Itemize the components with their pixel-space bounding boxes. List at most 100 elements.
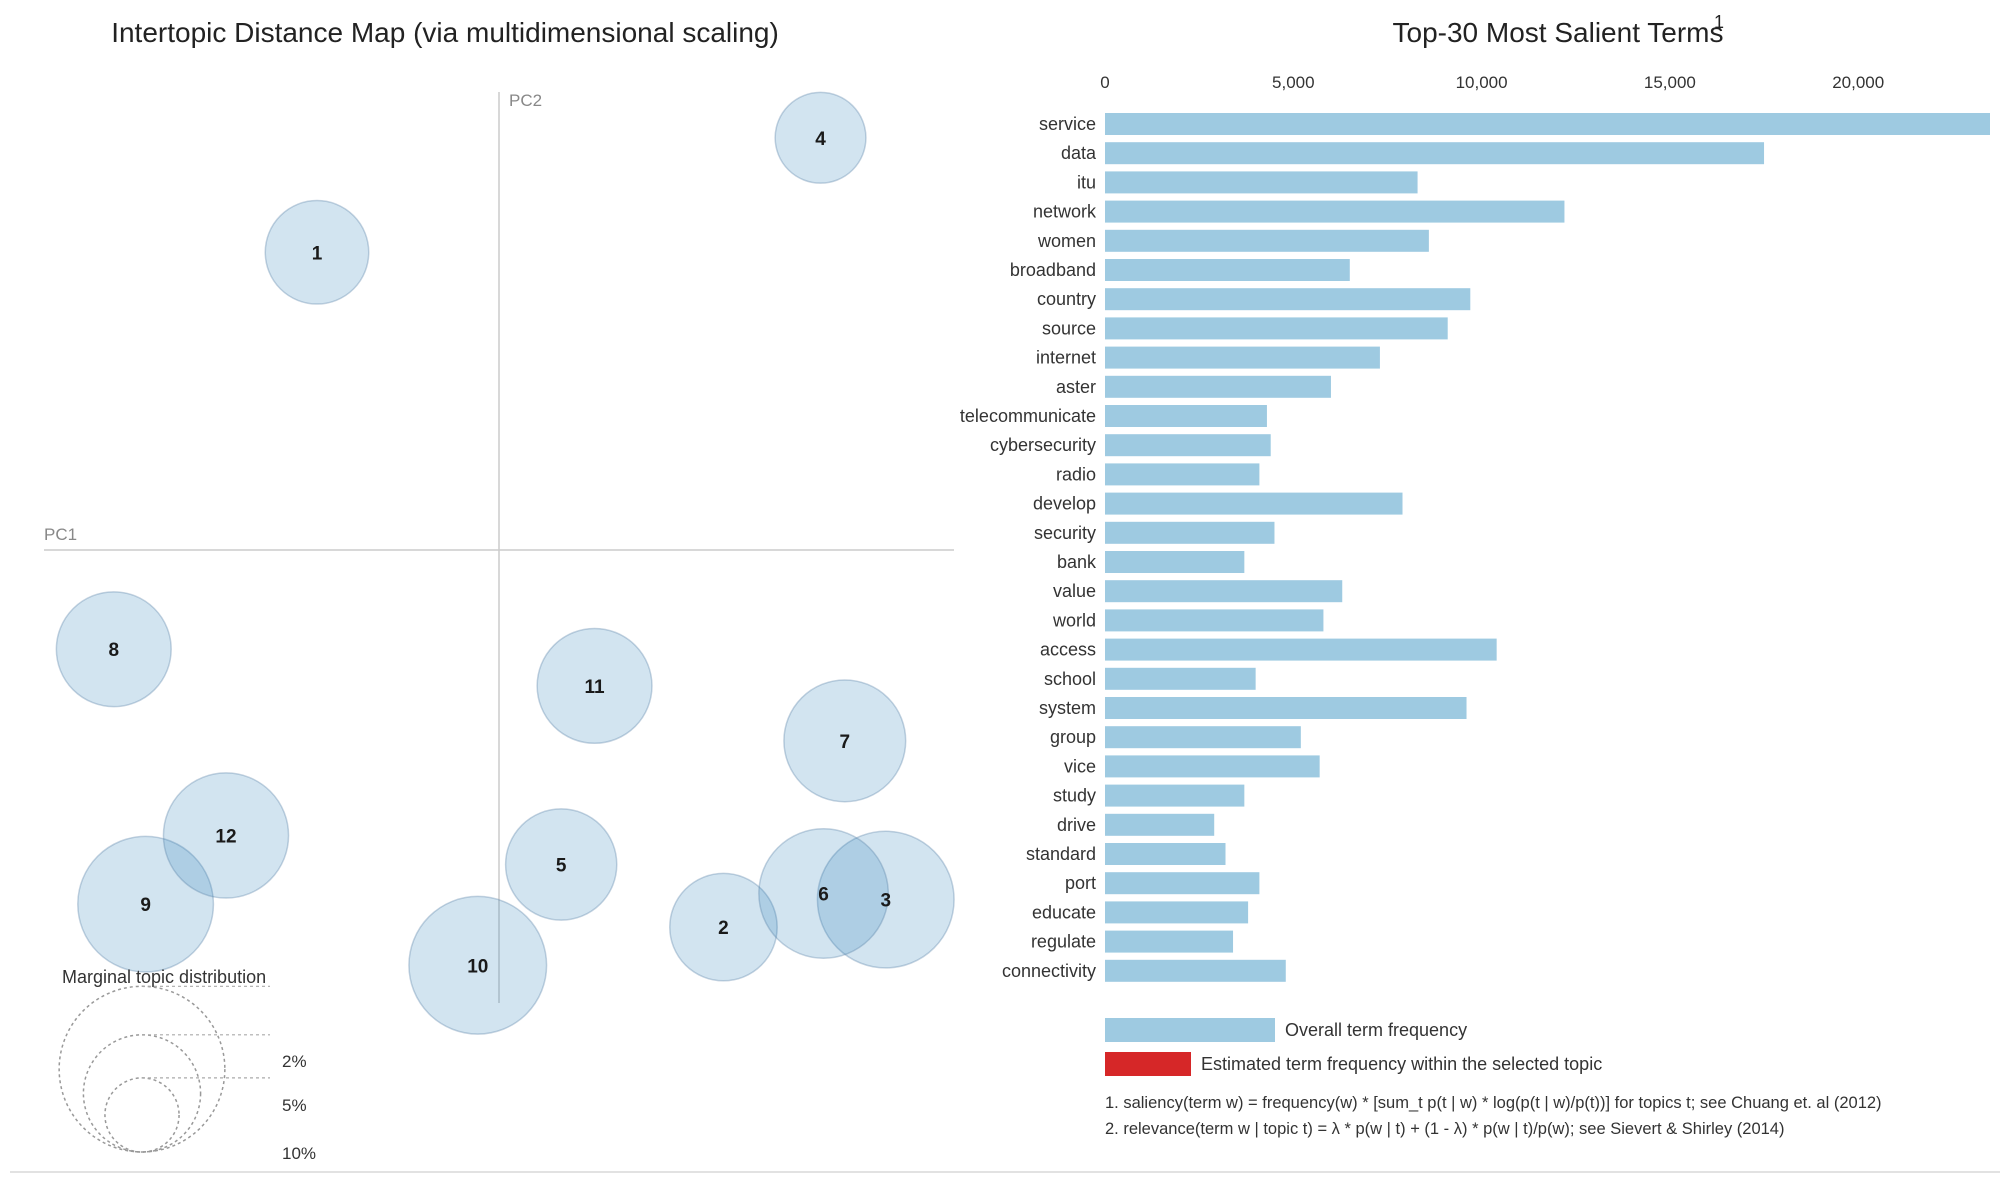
term-bar-study[interactable] — [1105, 784, 1245, 807]
term-bar-vice[interactable] — [1105, 755, 1320, 778]
topic-circle-5[interactable] — [504, 808, 618, 921]
size-legend-title: Marginal topic distribution — [62, 967, 266, 987]
term-label-women[interactable]: women — [1037, 231, 1096, 251]
term-label-standard[interactable]: standard — [1026, 844, 1096, 864]
term-bar-telecommunicate[interactable] — [1105, 405, 1267, 427]
term-label-radio[interactable]: radio — [1056, 464, 1096, 484]
term-label-data[interactable]: data — [1061, 143, 1097, 163]
term-label-system[interactable]: system — [1039, 698, 1096, 718]
size-legend-circle-1 — [104, 1077, 180, 1153]
term-bar-school[interactable] — [1105, 667, 1256, 690]
term-bar-country[interactable] — [1105, 288, 1471, 311]
term-bar-port[interactable] — [1105, 872, 1260, 895]
term-bar-itu[interactable] — [1105, 171, 1418, 194]
term-bar-standard[interactable] — [1105, 843, 1226, 865]
legend-swatch-topic — [1105, 1052, 1191, 1076]
term-bar-value[interactable] — [1105, 580, 1343, 603]
term-label-itu[interactable]: itu — [1077, 172, 1096, 192]
term-label-drive[interactable]: drive — [1057, 815, 1096, 835]
term-bar-service[interactable] — [1105, 113, 1990, 135]
footnote-saliency: 1. saliency(term w) = frequency(w) * [su… — [1105, 1094, 1882, 1112]
topic-circle-10[interactable] — [408, 895, 548, 1035]
topic-label-12: 12 — [215, 826, 236, 847]
term-bar-connectivity[interactable] — [1105, 959, 1286, 982]
term-label-aster[interactable]: aster — [1056, 377, 1096, 397]
term-bar-develop[interactable] — [1105, 492, 1403, 515]
term-bar-bank[interactable] — [1105, 551, 1245, 573]
topic-circle-9[interactable] — [77, 835, 215, 973]
term-label-value[interactable]: value — [1053, 581, 1096, 601]
topic-circle-2[interactable] — [669, 872, 778, 982]
term-label-group[interactable]: group — [1050, 727, 1096, 747]
pc1-axis-label: PC1 — [44, 525, 77, 544]
term-label-source[interactable]: source — [1042, 318, 1096, 338]
topic-circle-6[interactable] — [758, 828, 890, 959]
footnote-relevance: 2. relevance(term w | topic t) = λ * p(w… — [1105, 1120, 1784, 1138]
term-bar-radio[interactable] — [1105, 463, 1260, 486]
topic-label-1: 1 — [312, 243, 323, 264]
topic-label-8: 8 — [108, 640, 119, 661]
term-bar-educate[interactable] — [1105, 901, 1249, 924]
x-tick-0: 0 — [1100, 73, 1109, 92]
size-legend-label-3: 10% — [282, 1144, 316, 1163]
topic-circle-3[interactable] — [816, 830, 955, 969]
topic-label-9: 9 — [140, 895, 151, 916]
topic-label-11: 11 — [585, 677, 606, 698]
x-tick-20000: 20,000 — [1832, 73, 1884, 92]
topic-label-5: 5 — [556, 855, 567, 876]
term-label-broadband[interactable]: broadband — [1010, 260, 1096, 280]
term-label-school[interactable]: school — [1044, 669, 1096, 689]
term-label-network[interactable]: network — [1033, 202, 1097, 222]
size-legend-label-1: 2% — [282, 1052, 307, 1071]
legend-label-topic: Estimated term frequency within the sele… — [1201, 1054, 1602, 1074]
term-label-vice[interactable]: vice — [1064, 756, 1096, 776]
term-label-security[interactable]: security — [1034, 523, 1096, 543]
term-bar-drive[interactable] — [1105, 813, 1215, 836]
term-bar-regulate[interactable] — [1105, 930, 1234, 953]
term-bar-data[interactable] — [1105, 142, 1765, 165]
term-label-port[interactable]: port — [1065, 873, 1096, 893]
size-legend-label-2: 5% — [282, 1096, 307, 1115]
term-label-internet[interactable]: internet — [1036, 348, 1096, 368]
term-bar-source[interactable] — [1105, 317, 1448, 340]
term-bar-security[interactable] — [1105, 521, 1275, 544]
bar-title-superscript: 1 — [1714, 12, 1724, 32]
topic-circle-12[interactable] — [162, 772, 290, 899]
term-label-connectivity[interactable]: connectivity — [1002, 961, 1096, 981]
term-label-country[interactable]: country — [1037, 289, 1096, 309]
topic-circle-11[interactable] — [536, 627, 653, 745]
topic-circle-4[interactable] — [774, 91, 867, 184]
topic-label-6: 6 — [818, 885, 829, 906]
term-label-telecommunicate[interactable]: telecommunicate — [960, 406, 1096, 426]
term-label-study[interactable]: study — [1053, 786, 1096, 806]
term-bar-access[interactable] — [1105, 638, 1497, 661]
x-tick-10000: 10,000 — [1456, 73, 1508, 92]
topic-label-2: 2 — [718, 918, 729, 939]
x-tick-5000: 5,000 — [1272, 73, 1315, 92]
topic-circle-1[interactable] — [264, 199, 370, 305]
topic-label-10: 10 — [467, 956, 488, 977]
term-label-access[interactable]: access — [1040, 640, 1096, 660]
term-bar-system[interactable] — [1105, 697, 1467, 719]
term-label-develop[interactable]: develop — [1033, 494, 1096, 514]
size-legend-circle-2 — [82, 1034, 202, 1153]
topic-label-4: 4 — [815, 129, 826, 150]
term-label-world[interactable]: world — [1052, 610, 1096, 630]
term-bar-aster[interactable] — [1105, 375, 1331, 398]
term-bar-women[interactable] — [1105, 229, 1429, 252]
term-bar-broadband[interactable] — [1105, 259, 1350, 281]
term-bar-cybersecurity[interactable] — [1105, 434, 1271, 457]
topic-circle-8[interactable] — [55, 591, 172, 708]
term-bar-group[interactable] — [1105, 726, 1301, 749]
term-label-educate[interactable]: educate — [1032, 902, 1096, 922]
term-label-bank[interactable]: bank — [1057, 552, 1097, 572]
topic-circle-7[interactable] — [783, 679, 907, 803]
term-bar-world[interactable] — [1105, 609, 1324, 632]
term-label-cybersecurity[interactable]: cybersecurity — [990, 435, 1096, 455]
term-label-service[interactable]: service — [1039, 114, 1096, 134]
term-bar-internet[interactable] — [1105, 346, 1380, 369]
term-bar-network[interactable] — [1105, 200, 1565, 223]
term-label-regulate[interactable]: regulate — [1031, 932, 1096, 952]
